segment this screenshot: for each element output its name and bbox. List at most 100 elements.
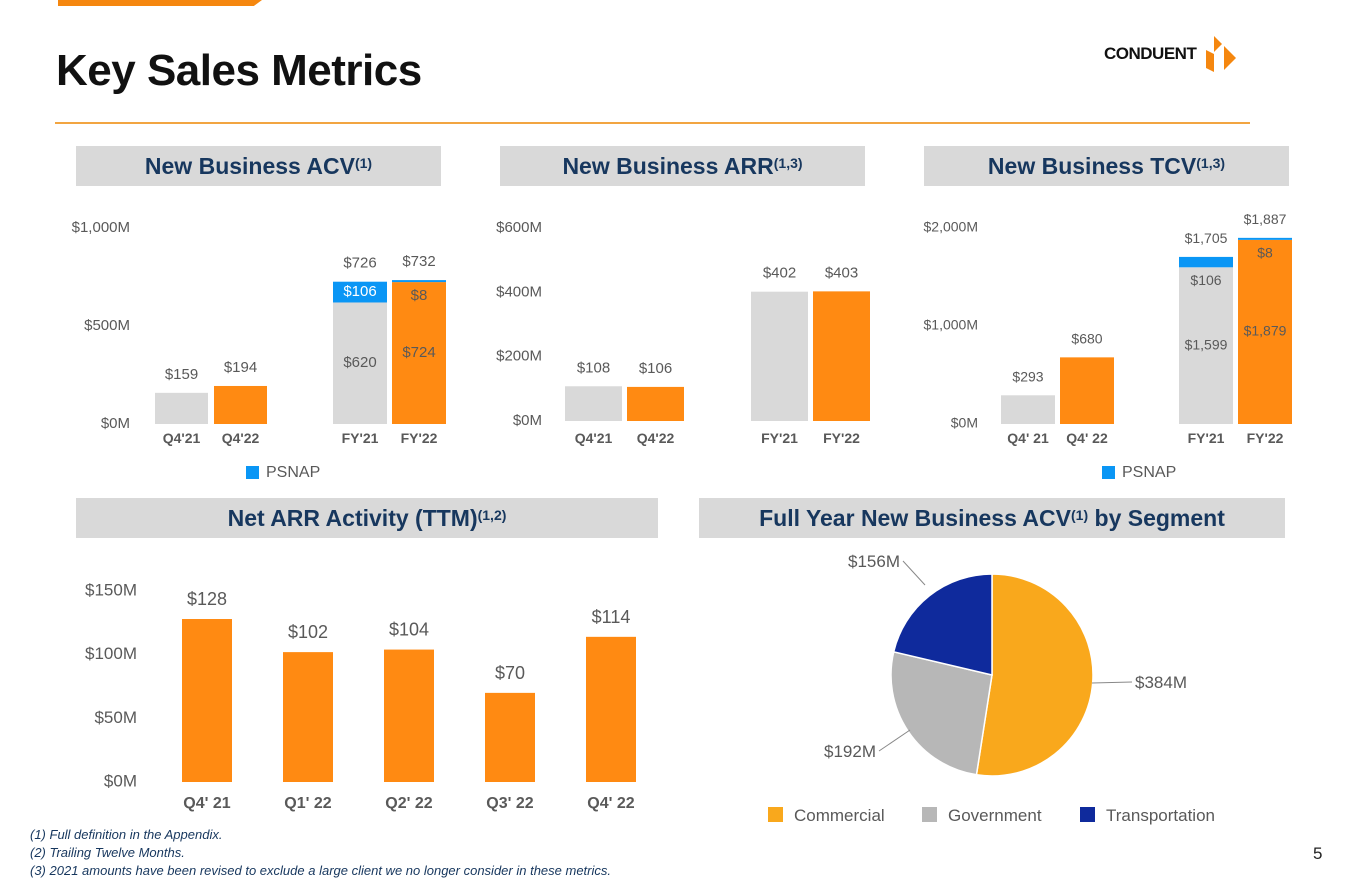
header-text: New Business TCV xyxy=(987,152,1197,179)
x-category-label: Q4' 21 xyxy=(1007,430,1049,446)
pie-leader-line xyxy=(1091,681,1133,684)
header-acv: New Business ACV (1) xyxy=(76,146,441,186)
x-category-label: FY'22 xyxy=(823,430,860,446)
legend-label-government: Government xyxy=(948,806,1042,825)
legend-swatch-psnap xyxy=(1102,466,1115,479)
bar-total-label: $293 xyxy=(1012,368,1043,384)
bar-base xyxy=(1238,239,1292,424)
x-category-label: FY'22 xyxy=(1247,430,1284,446)
x-category-label: FY'21 xyxy=(342,430,379,446)
bar-total-label: $1,887 xyxy=(1244,211,1287,227)
footnote: (2) Trailing Twelve Months. xyxy=(30,845,185,860)
title-divider xyxy=(55,122,1250,124)
bar-arr xyxy=(751,291,808,421)
bar-total-label: $70 xyxy=(495,663,525,683)
x-category-label: Q4' 21 xyxy=(183,795,230,812)
bar-total-label: $108 xyxy=(577,359,610,376)
bar-psnap-label: $8 xyxy=(411,287,428,304)
x-category-label: FY'21 xyxy=(761,430,798,446)
x-category-label: Q3' 22 xyxy=(486,795,533,812)
header-footnote-ref: (1,3) xyxy=(773,155,803,171)
conduent-logo-icon xyxy=(1206,36,1237,72)
y-tick-label: $150M xyxy=(85,580,137,599)
bar-base xyxy=(1179,267,1233,424)
y-tick-label: $400M xyxy=(496,283,542,300)
bar-segment-label: $724 xyxy=(402,344,435,361)
pie-slice-label: $156M xyxy=(848,552,900,571)
header-footnote-ref: (1) xyxy=(1071,507,1089,523)
bar-net-arr xyxy=(283,652,333,782)
y-tick-label: $1,000M xyxy=(72,219,130,236)
header-text: Full Year New Business ACV xyxy=(759,504,1071,531)
bar-arr xyxy=(627,386,684,421)
bar-psnap xyxy=(392,280,446,283)
footnote: (1) Full definition in the Appendix. xyxy=(30,827,223,842)
y-tick-label: $2,000M xyxy=(924,219,978,235)
bar-total-label: $106 xyxy=(639,360,672,377)
legend-label-psnap: PSNAP xyxy=(266,464,320,481)
x-category-label: Q4'21 xyxy=(575,430,613,446)
legend-swatch-psnap xyxy=(246,466,259,479)
x-category-label: Q4'21 xyxy=(163,430,201,446)
legend-swatch-commercial xyxy=(768,807,783,822)
legend-swatch-transportation xyxy=(1080,807,1095,822)
bar-total-label: $402 xyxy=(763,265,796,282)
pie-slice-label: $384M xyxy=(1135,673,1187,692)
header-text: Net ARR Activity (TTM) xyxy=(227,504,478,531)
bar-base xyxy=(1060,357,1114,424)
x-category-label: FY'22 xyxy=(401,430,438,446)
header-text-suffix: by Segment xyxy=(1088,504,1225,531)
bar-total-label: $159 xyxy=(165,366,198,383)
legend-swatch-government xyxy=(922,807,937,822)
header-net-arr: Net ARR Activity (TTM) (1,2) xyxy=(76,498,658,538)
bar-base xyxy=(1001,395,1055,424)
legend-label-psnap: PSNAP xyxy=(1122,464,1176,481)
bar-net-arr xyxy=(485,692,535,782)
bar-base xyxy=(214,385,267,424)
bar-total-label: $102 xyxy=(288,622,328,642)
bar-base xyxy=(333,302,387,424)
x-category-label: Q1' 22 xyxy=(284,795,331,812)
accent-bar xyxy=(58,0,262,6)
header-footnote-ref: (1,2) xyxy=(477,507,507,523)
x-category-label: Q4'22 xyxy=(637,430,675,446)
y-tick-label: $600M xyxy=(496,219,542,236)
x-category-label: Q4'22 xyxy=(222,430,260,446)
footnotes: (1) Full definition in the Appendix. (2)… xyxy=(30,826,611,878)
bar-psnap-label: $106 xyxy=(1190,272,1221,288)
x-category-label: Q2' 22 xyxy=(385,795,432,812)
x-category-label: Q4' 22 xyxy=(587,795,634,812)
page-number: 5 xyxy=(1313,844,1323,863)
header-arr: New Business ARR (1,3) xyxy=(500,146,865,186)
bar-net-arr xyxy=(182,619,232,782)
bar-psnap xyxy=(1238,237,1292,240)
x-category-label: FY'21 xyxy=(1188,430,1225,446)
y-tick-label: $0M xyxy=(951,415,978,431)
page-title: Key Sales Metrics xyxy=(56,46,422,95)
y-tick-label: $0M xyxy=(101,415,130,432)
header-tcv: New Business TCV (1,3) xyxy=(924,146,1289,186)
bar-total-label: $680 xyxy=(1071,330,1102,346)
header-text: New Business ACV xyxy=(144,152,355,179)
pie-slice-transportation xyxy=(892,573,993,676)
pie-slice-commercial xyxy=(975,573,1094,777)
bar-psnap xyxy=(1179,256,1233,268)
y-tick-label: $500M xyxy=(84,317,130,334)
bar-total-label: $1,705 xyxy=(1185,230,1228,246)
x-category-label: Q4' 22 xyxy=(1066,430,1108,446)
y-tick-label: $50M xyxy=(94,708,137,727)
bar-net-arr xyxy=(384,649,434,782)
bar-segment-label: $620 xyxy=(343,354,376,371)
bar-segment-label: $1,879 xyxy=(1244,323,1287,339)
bar-total-label: $114 xyxy=(592,607,631,627)
bar-base xyxy=(155,392,208,424)
y-tick-label: $1,000M xyxy=(924,317,978,333)
bar-arr xyxy=(813,291,870,421)
pie-leader-line xyxy=(878,729,911,752)
bar-total-label: $726 xyxy=(343,255,376,272)
pie-leader-line xyxy=(902,560,926,586)
header-footnote-ref: (1,3) xyxy=(1196,155,1226,171)
footnote: (3) 2021 amounts have been revised to ex… xyxy=(30,863,611,878)
